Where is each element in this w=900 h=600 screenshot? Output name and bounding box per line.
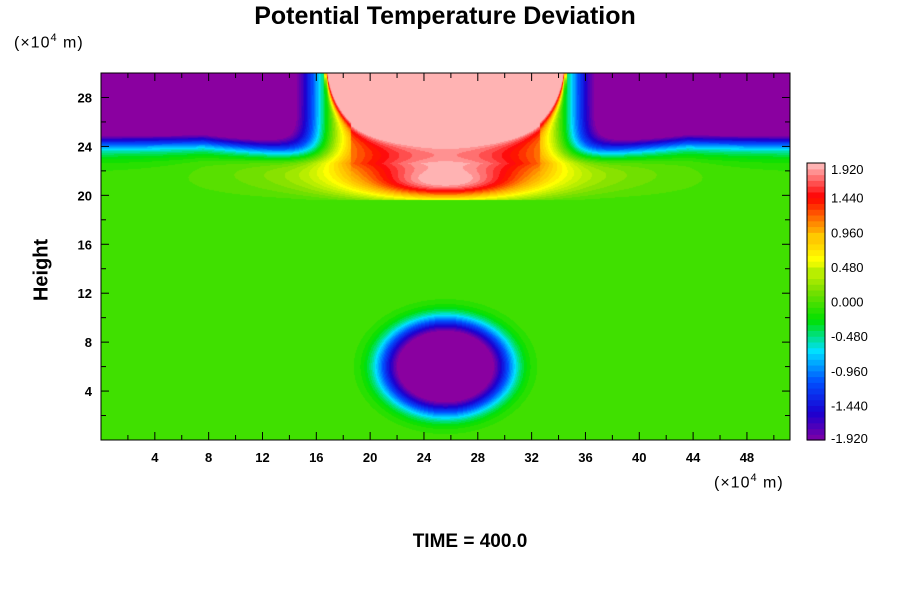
y-tick-label: 28 [78,90,92,105]
colorbar-swatch [807,163,825,170]
colorbar-swatch [807,370,825,378]
colorbar-swatch [807,341,825,349]
x-tick-label: 16 [309,450,323,465]
colorbar-swatch [807,330,825,337]
colorbar-swatch [807,232,825,239]
colorbar-tick-label: -1.440 [831,398,868,413]
plot-frame [100,72,791,441]
x-unit-label: (×104 m) [714,472,784,492]
colorbar-swatch [807,434,825,441]
colorbar-swatch [807,272,825,280]
colorbar-swatch [807,220,825,228]
colorbar-swatch [807,324,825,331]
colorbar-swatch [807,428,825,435]
x-tick-label: 44 [686,450,701,465]
x-tick-label: 48 [740,450,754,465]
colorbar-swatch [807,203,825,210]
colorbar-swatch [807,214,825,222]
colorbar-tick-label: 0.480 [831,260,864,275]
y-tick-label: 12 [78,286,92,301]
colorbar-swatch [807,364,825,372]
colorbar-swatch [807,243,825,251]
colorbar-swatch [807,249,825,256]
colorbar-tick-label: 0.960 [831,225,864,240]
colorbar-tick-label: -0.480 [831,329,868,344]
colorbar-swatch [807,376,825,383]
colorbar-swatch [807,388,825,395]
x-tick-label: 32 [524,450,538,465]
colorbar-tick-label: 0.000 [831,295,864,310]
colorbar-swatch [807,226,825,233]
y-tick-label: 16 [78,237,92,252]
colorbar-swatch [807,295,825,303]
colorbar-swatch [807,347,825,355]
colorbar-swatch [807,359,825,366]
colorbar-tick-label: -1.920 [831,431,868,446]
colorbar-swatch [807,186,825,193]
heatmap-field [101,73,790,440]
colorbar-swatch [807,168,825,176]
colorbar-swatch [807,336,825,343]
colorbar-swatch [807,301,825,308]
y-tick-label: 20 [78,188,92,203]
colorbar-swatch [807,422,825,430]
colorbar-swatch [807,353,825,360]
colorbar-swatch [807,174,825,181]
x-tick-label: 24 [417,450,432,465]
colorbar-swatch [807,284,825,291]
colorbar-swatch [807,209,825,216]
y-unit-label: (×104 m) [14,32,84,52]
colorbar-swatch [807,289,825,297]
colorbar: 1.920 1.440 0.960 0.480 0.000 -0.480 -0.960 -1.… [806,162,868,446]
colorbar-swatch [807,393,825,401]
colorbar-frame [806,162,826,441]
colorbar-swatch [807,191,825,199]
colorbar-swatch [807,313,825,320]
x-tick-label: 36 [578,450,592,465]
x-tick-label: 40 [632,450,646,465]
colorbar-swatch [807,411,825,418]
time-label: TIME = 400.0 [412,531,528,552]
colorbar-swatch [807,255,825,262]
y-tick-label: 24 [78,139,93,154]
colorbar-swatch [807,307,825,314]
colorbar-swatch [807,399,825,406]
x-tick-label: 20 [363,450,377,465]
colorbar-tick-label: 1.920 [831,162,864,177]
colorbar-swatch [807,278,825,285]
plot-area [101,73,790,440]
chart-title: Potential Temperature Deviation [254,2,636,30]
x-tick-label: 8 [205,450,212,465]
colorbar-swatch [807,405,825,412]
colorbar-swatch [807,180,825,187]
colorbar-swatch [807,382,825,389]
colorbar-swatch [807,266,825,274]
colorbar-swatch [807,197,825,204]
x-tick-label: 12 [255,450,269,465]
x-tick-label: 28 [471,450,485,465]
colorbar-tick-label: -0.960 [831,364,868,379]
colorbar-tick-label: 1.440 [831,191,864,206]
y-tick-label: 4 [85,384,93,399]
colorbar-swatch [807,261,825,268]
colorbar-swatch [807,318,825,326]
colorbar-swatch [807,416,825,424]
y-tick-label: 8 [85,335,92,350]
colorbar-swatch [807,238,825,245]
x-tick-label: 4 [151,450,159,465]
